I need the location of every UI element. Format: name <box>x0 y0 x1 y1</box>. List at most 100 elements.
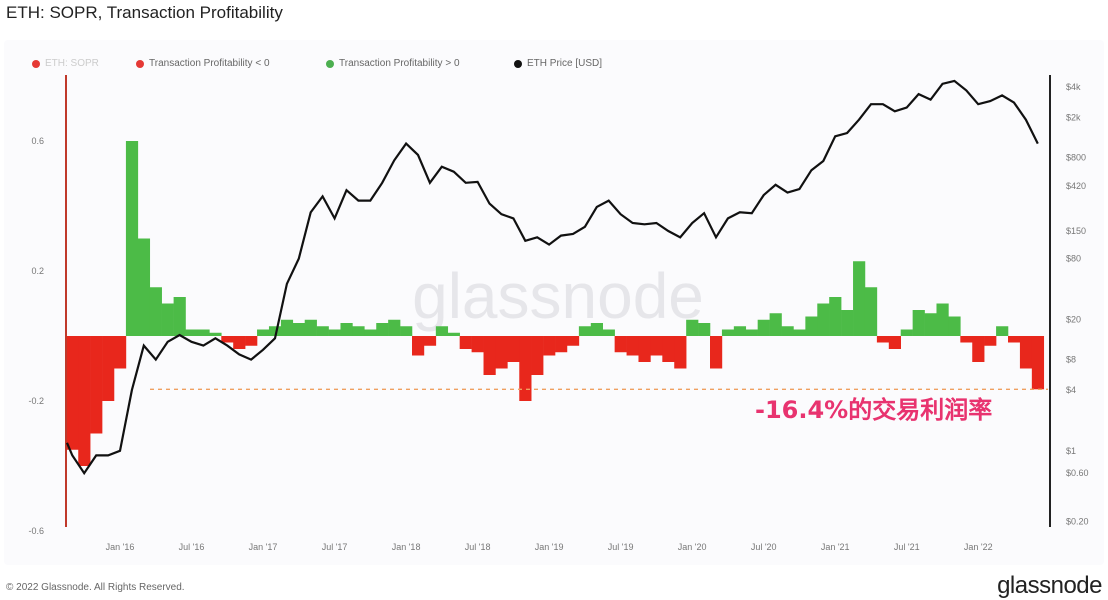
right-tick-label: $150 <box>1066 226 1086 236</box>
negative-bar <box>90 336 103 434</box>
negative-bar <box>984 336 997 346</box>
legend-item-positive[interactable]: Transaction Profitability > 0 <box>326 58 460 69</box>
negative-bar <box>543 336 556 356</box>
negative-bar <box>888 336 901 349</box>
x-tick-label: Jan '16 <box>106 542 135 552</box>
negative-bar <box>412 336 425 356</box>
positive-bar <box>268 326 282 336</box>
positive-bar <box>602 329 615 336</box>
legend-dot-icon <box>136 59 144 68</box>
negative-bar <box>221 336 234 343</box>
positive-bar <box>364 329 377 336</box>
positive-bar <box>721 329 735 336</box>
negative-bar <box>471 336 484 353</box>
negative-bar <box>102 336 115 401</box>
negative-bar <box>66 336 79 450</box>
positive-bar <box>900 329 913 336</box>
positive-bar <box>829 297 842 336</box>
negative-bar <box>245 336 258 346</box>
negative-bar <box>650 336 663 356</box>
positive-bar <box>149 287 162 336</box>
legend-label: ETH: SOPR <box>45 58 99 69</box>
x-tick-label: Jul '21 <box>894 542 920 552</box>
right-tick-label: $80 <box>1066 254 1081 264</box>
right-tick-label: $0.60 <box>1066 468 1089 478</box>
x-tick-label: Jan '21 <box>821 542 850 552</box>
left-tick-label: 0.2 <box>31 266 44 276</box>
positive-bar <box>924 313 937 336</box>
watermark: glassnode <box>412 260 704 332</box>
negative-bar <box>423 336 437 346</box>
x-tick-label: Jan '22 <box>964 542 993 552</box>
legend-item-negative[interactable]: Transaction Profitability < 0 <box>136 58 270 69</box>
positive-bar <box>769 313 782 336</box>
positive-bar <box>376 323 389 336</box>
negative-bar <box>662 336 675 362</box>
negative-bar <box>626 336 639 356</box>
legend-dot-icon <box>326 59 334 68</box>
right-tick-label: $420 <box>1066 181 1086 191</box>
legend-item-price[interactable]: ETH Price [USD] <box>514 58 602 69</box>
positive-bar <box>435 326 449 336</box>
positive-bar <box>745 329 758 336</box>
annotation-text: -16.4%的交易利润率 <box>755 396 992 424</box>
positive-bar <box>733 326 747 336</box>
positive-bar <box>841 310 854 336</box>
x-tick-label: Jan '18 <box>392 542 421 552</box>
left-tick-label: -0.2 <box>28 396 44 406</box>
negative-bar <box>960 336 973 343</box>
negative-bar <box>1019 336 1033 369</box>
negative-bar <box>483 336 496 375</box>
right-tick-label: $1 <box>1066 446 1076 456</box>
positive-bar <box>936 303 949 336</box>
positive-bar <box>161 303 174 336</box>
positive-bar <box>948 316 961 336</box>
legend-dot-icon <box>32 59 40 68</box>
positive-bar <box>578 326 592 336</box>
negative-bar <box>674 336 687 369</box>
negative-bar <box>531 336 544 375</box>
positive-bar <box>304 319 317 336</box>
price-line <box>65 79 1039 476</box>
positive-bar <box>912 310 925 336</box>
negative-bar <box>495 336 508 369</box>
legend-label: Transaction Profitability < 0 <box>149 58 270 69</box>
positive-bar <box>864 287 878 336</box>
positive-bar <box>257 329 270 336</box>
glassnode-logo: glassnode <box>997 572 1102 599</box>
left-tick-label: -0.6 <box>28 526 44 536</box>
positive-bar <box>388 319 401 336</box>
positive-bar <box>185 329 198 336</box>
right-tick-label: $800 <box>1066 153 1086 163</box>
positive-bar <box>817 303 830 336</box>
negative-bar <box>710 336 723 369</box>
chart-panel <box>4 40 1104 565</box>
positive-bar <box>209 332 222 336</box>
positive-bar <box>352 326 365 336</box>
x-tick-label: Jan '17 <box>249 542 278 552</box>
positive-bar <box>447 332 460 336</box>
x-tick-label: Jul '16 <box>179 542 205 552</box>
positive-bar <box>125 141 139 336</box>
positive-bar <box>173 297 186 336</box>
right-tick-label: $20 <box>1066 314 1081 324</box>
right-tick-label: $8 <box>1066 355 1076 365</box>
negative-bar <box>519 336 532 401</box>
negative-bar <box>1008 336 1021 343</box>
x-tick-label: Jul '17 <box>322 542 348 552</box>
positive-bar <box>590 323 603 336</box>
positive-bar <box>996 326 1009 336</box>
negative-bar <box>555 336 568 353</box>
right-tick-label: $2k <box>1066 112 1081 122</box>
legend-item-sopr[interactable]: ETH: SOPR <box>32 58 99 69</box>
left-tick-label: 0.6 <box>31 136 44 146</box>
right-tick-label: $0.20 <box>1066 516 1089 526</box>
negative-bar <box>114 336 127 369</box>
legend-label: ETH Price [USD] <box>527 58 603 69</box>
negative-bar <box>1031 336 1045 390</box>
negative-bar <box>614 336 627 353</box>
positive-bar <box>340 323 353 336</box>
positive-bar <box>197 329 210 336</box>
